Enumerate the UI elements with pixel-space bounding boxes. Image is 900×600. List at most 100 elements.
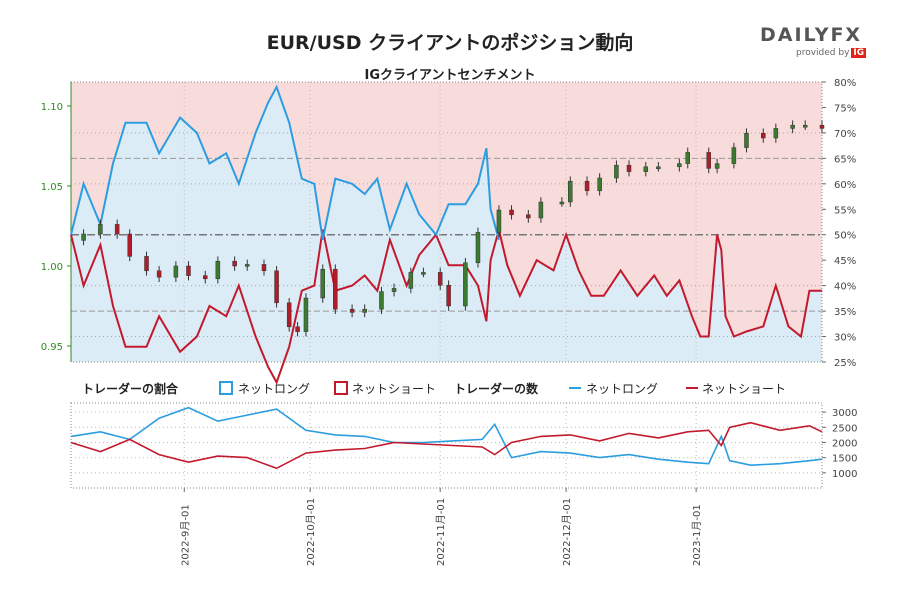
legend: トレーダーの割合 ネットロング ネットショート トレーダーの数 ネットロング ネ… [0, 380, 900, 396]
sentiment-tick-label: 25% [834, 358, 856, 369]
candle-body [526, 214, 531, 219]
legend-ratio-heading: トレーダーの割合 [82, 382, 179, 396]
candle-body [773, 128, 779, 139]
count-tick-label: 2500 [832, 423, 857, 434]
legend-count-heading: トレーダーの数 [454, 382, 539, 396]
candle-body [391, 288, 397, 292]
candle-body [538, 201, 544, 219]
candle-body [437, 272, 443, 286]
x-tick-label: 2022-10月-01 [305, 498, 317, 566]
candle-body [656, 166, 661, 170]
candle-body [98, 224, 103, 235]
candle-body [261, 264, 267, 272]
candle-body [819, 124, 825, 129]
candle-body [731, 147, 737, 164]
candle-body [186, 265, 191, 276]
candle-body [685, 152, 690, 164]
sentiment-tick-label: 55% [834, 205, 856, 216]
candle-body [144, 256, 149, 272]
count-short-line [70, 421, 823, 470]
candle-body [714, 163, 720, 169]
candle-body [475, 232, 481, 264]
count-tick-label: 3000 [832, 408, 857, 419]
candle-body [81, 233, 86, 241]
x-tick-label: 2022-9月-01 [179, 504, 191, 566]
candle-body [286, 302, 292, 328]
candle-body [568, 180, 573, 203]
candle-body [559, 201, 565, 205]
legend-short-box [334, 381, 348, 395]
candle-body [320, 268, 325, 299]
candle-body [761, 132, 766, 139]
price-tick-label: 0.95 [41, 342, 63, 353]
price-tick-label: 1.05 [41, 182, 63, 193]
main-plot-frame [70, 81, 823, 363]
dailyfx-logo: DAILYFX provided by IG [760, 24, 870, 64]
candle-body [215, 260, 221, 280]
logo-provided-by: provided by IG [796, 48, 867, 58]
legend-count-short-label: ネットショート [702, 382, 787, 396]
price-tick-label: 1.00 [41, 262, 63, 273]
legend-count-long-label: ネットロング [586, 382, 659, 396]
sentiment-tick-label: 35% [834, 307, 856, 318]
logo-word-daily: DAILY [760, 24, 831, 46]
sentiment-tick-label: 65% [834, 154, 856, 165]
candle-body [379, 291, 384, 310]
sentiment-tick-label: 70% [834, 129, 856, 140]
sentiment-tick-label: 50% [834, 231, 856, 242]
candle-body [643, 166, 649, 172]
price-tick-label: 1.10 [41, 102, 63, 113]
legend-short-label: ネットショート [352, 382, 437, 396]
net-long-line [70, 84, 500, 241]
x-tick-label: 2023-1月-01 [691, 504, 703, 566]
candle-body [274, 270, 279, 304]
x-tick-label: 2022-11月-01 [435, 498, 447, 566]
logo-provided-text: provided by [796, 48, 850, 58]
candle-body [744, 132, 749, 148]
sentiment-tick-label: 40% [834, 282, 856, 293]
candle-body [232, 260, 237, 267]
sentiment-tick-label: 45% [834, 256, 856, 267]
candle-body [790, 124, 795, 129]
trader-count-panel: 2022-9月-01 2022-10月-01 2022-11月-01 2022-12月… [70, 402, 857, 566]
candle-body [614, 164, 619, 179]
candle-body [156, 270, 162, 278]
bottom-plot-frame [70, 402, 823, 489]
logo-ig-badge: IG [851, 48, 867, 58]
count-tick-label: 1000 [832, 469, 857, 480]
candle-body [463, 262, 468, 307]
candle-body [244, 264, 250, 267]
candle-body [295, 326, 300, 332]
candle-body [677, 163, 682, 168]
candle-body [626, 164, 632, 172]
candle-body [203, 275, 208, 280]
sentiment-tick-label: 75% [834, 103, 856, 114]
legend-count-short-line [686, 387, 698, 389]
candle-body [303, 297, 309, 332]
main-panel: 25%30%35%40%45%50%55%60%65%70%75%80%0.95… [41, 78, 856, 385]
logo-word-fx: FX [830, 24, 863, 46]
short-area-background [71, 82, 822, 362]
count-long-line [70, 406, 823, 467]
legend-long-box [219, 381, 233, 395]
x-tick-label: 2022-12月-01 [561, 498, 573, 566]
candle-body [446, 284, 451, 307]
candle-body [127, 233, 132, 257]
sentiment-tick-label: 60% [834, 180, 856, 191]
chart-title: EUR/USD クライアントのポジション動向 [266, 32, 634, 54]
candle-body [597, 177, 602, 192]
candle-body [509, 209, 514, 216]
candle-body [173, 265, 179, 278]
legend-long-label: ネットロング [238, 382, 311, 396]
candle-body [349, 308, 355, 313]
sentiment-tick-label: 30% [834, 333, 856, 344]
candle-body [706, 152, 711, 169]
candle-body [362, 308, 367, 313]
legend-count-long-line [569, 387, 581, 389]
candle-body [333, 268, 338, 310]
net-short-line [70, 229, 822, 385]
candle-body [802, 124, 808, 128]
candle-body [408, 272, 414, 289]
count-tick-label: 2000 [832, 438, 857, 449]
